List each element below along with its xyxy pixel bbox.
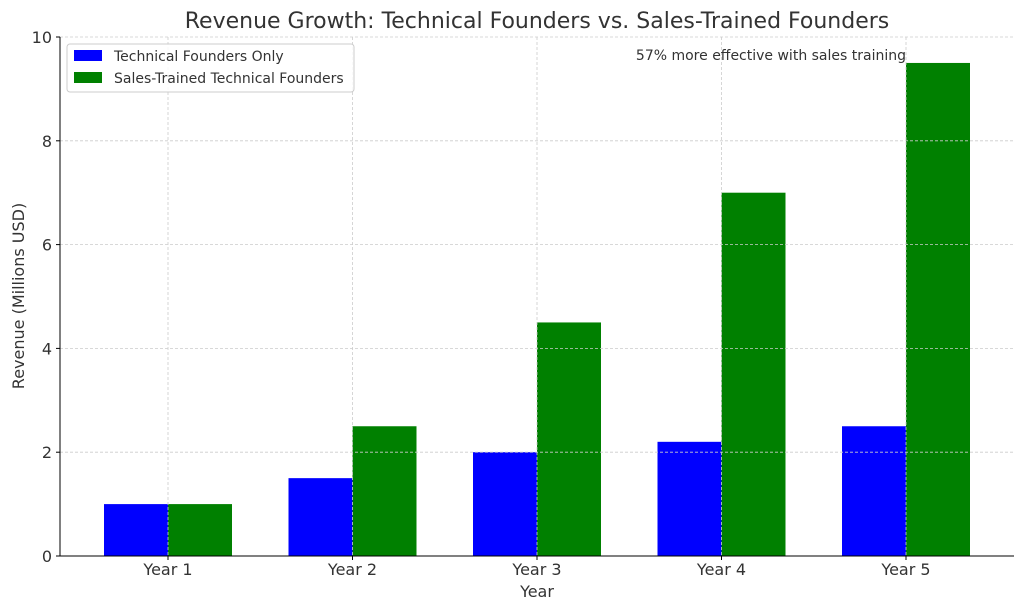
chart-title: Revenue Growth: Technical Founders vs. S… (185, 9, 890, 34)
legend-swatch-sales-trained (74, 72, 102, 83)
bar-sales-trained (352, 426, 417, 556)
bar-technical (288, 478, 353, 556)
legend-label-technical: Technical Founders Only (113, 49, 284, 65)
bar-technical (657, 441, 722, 556)
x-tick-label: Year 5 (880, 560, 930, 579)
y-axis-label: Revenue (Millions USD) (9, 203, 28, 389)
x-ticks: Year 1 Year 2 Year 3 Year 4 Year 5 (142, 556, 931, 579)
bar-sales-trained (537, 322, 601, 556)
y-tick-label: 0 (42, 547, 52, 566)
x-tick-label: Year 1 (142, 560, 192, 579)
x-tick-label: Year 4 (696, 560, 746, 579)
legend: Technical Founders Only Sales-Trained Te… (66, 43, 355, 93)
legend-label-sales-trained: Sales-Trained Technical Founders (114, 71, 344, 87)
bars (104, 62, 970, 556)
bar-technical (473, 452, 537, 556)
x-axis-label: Year (519, 582, 554, 601)
y-tick-label: 6 (42, 236, 52, 255)
x-tick-label: Year 3 (511, 560, 561, 579)
bar-sales-trained (168, 504, 232, 556)
y-tick-label: 8 (42, 132, 52, 151)
y-tick-label: 10 (32, 28, 52, 47)
annotation: 57% more effective with sales training (636, 48, 906, 64)
y-tick-label: 2 (42, 443, 52, 462)
bar-technical (842, 426, 906, 556)
bar-sales-trained (906, 62, 970, 556)
x-tick-label: Year 2 (327, 560, 377, 579)
y-tick-label: 4 (42, 339, 52, 358)
bar-sales-trained (721, 192, 786, 556)
legend-box (66, 43, 355, 93)
legend-swatch-technical (74, 50, 102, 61)
y-ticks: 0 2 4 6 8 10 (32, 28, 60, 566)
bar-technical (104, 504, 168, 556)
